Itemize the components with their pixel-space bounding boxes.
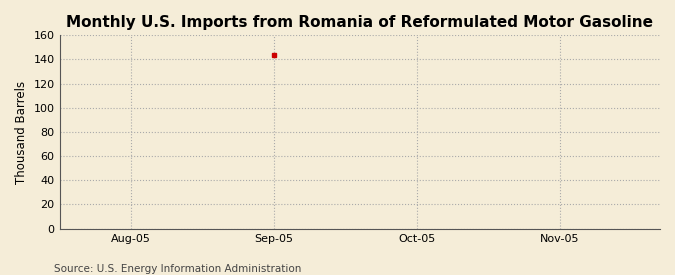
Y-axis label: Thousand Barrels: Thousand Barrels bbox=[15, 80, 28, 183]
Text: Source: U.S. Energy Information Administration: Source: U.S. Energy Information Administ… bbox=[54, 264, 301, 274]
Title: Monthly U.S. Imports from Romania of Reformulated Motor Gasoline: Monthly U.S. Imports from Romania of Ref… bbox=[66, 15, 653, 30]
